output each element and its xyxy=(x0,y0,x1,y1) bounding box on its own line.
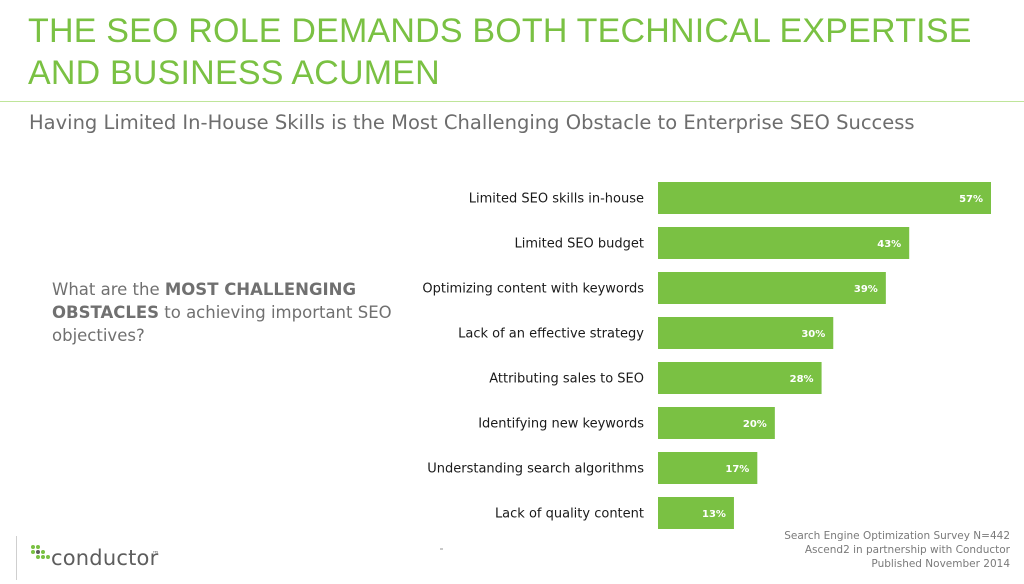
category-label: Identifying new keywords xyxy=(478,417,644,432)
value-label: 43% xyxy=(877,239,901,250)
logo-divider xyxy=(16,536,17,580)
conductor-logo: conductor ™ xyxy=(16,536,216,580)
value-label: 39% xyxy=(854,284,878,295)
bar xyxy=(658,272,886,304)
bar xyxy=(658,497,734,529)
bar xyxy=(658,407,775,439)
bar xyxy=(658,182,991,214)
question-emphasis: MOST CHALLENGING OBSTACLES xyxy=(52,280,357,322)
stray-mark xyxy=(440,548,443,550)
logo-trademark: ™ xyxy=(152,550,159,558)
title-divider xyxy=(0,101,1024,102)
category-label: Lack of quality content xyxy=(495,507,644,522)
bar xyxy=(658,362,822,394)
question-suffix: to achieving important SEO objectives? xyxy=(52,303,392,345)
source-line-2: Ascend2 in partnership with Conductor xyxy=(804,544,1010,556)
category-label: Limited SEO budget xyxy=(514,237,644,252)
source-line-1: Search Engine Optimization Survey N=442 xyxy=(784,530,1010,542)
value-label: 28% xyxy=(790,374,814,385)
value-label: 57% xyxy=(959,194,983,205)
logo-text: conductor xyxy=(51,546,159,570)
category-label: Optimizing content with keywords xyxy=(422,282,644,297)
category-label: Understanding search algorithms xyxy=(427,462,644,477)
value-label: 17% xyxy=(725,464,749,475)
bar xyxy=(658,452,758,484)
category-label: Limited SEO skills in-house xyxy=(469,192,644,207)
source-line-3: Published November 2014 xyxy=(871,558,1010,570)
page-title: THE SEO ROLE DEMANDS BOTH TECHNICAL EXPE… xyxy=(28,12,972,92)
value-label: 13% xyxy=(702,509,726,520)
question-prefix: What are the xyxy=(52,280,165,299)
conductor-logo-dots-icon xyxy=(31,545,50,559)
page-subtitle: Having Limited In-House Skills is the Mo… xyxy=(29,111,915,134)
category-label: Lack of an effective strategy xyxy=(458,327,644,342)
source-note: Search Engine Optimization Survey N=442 … xyxy=(680,529,1010,571)
survey-question: What are the MOST CHALLENGING OBSTACLES … xyxy=(52,278,432,347)
value-label: 30% xyxy=(801,329,825,340)
value-label: 20% xyxy=(743,419,767,430)
category-label: Attributing sales to SEO xyxy=(489,372,644,387)
bar xyxy=(658,227,910,259)
bar xyxy=(658,317,834,349)
